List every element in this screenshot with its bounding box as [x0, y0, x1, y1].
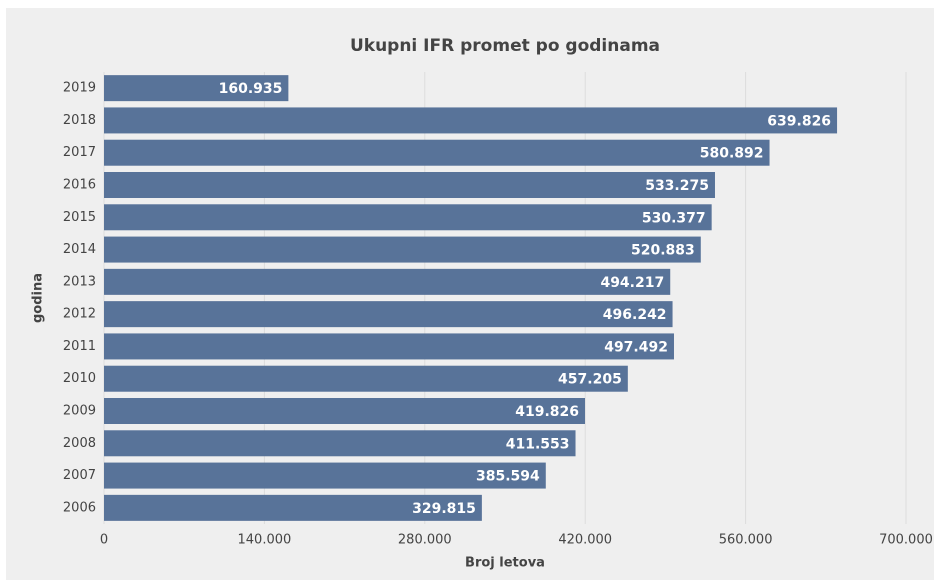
- data-label: 497.492: [604, 339, 668, 355]
- data-label: 160.935: [219, 81, 283, 97]
- x-tick-label: 700.000: [879, 533, 933, 548]
- y-axis-label: godina: [31, 273, 46, 323]
- y-tick-label: 2014: [63, 242, 96, 257]
- bar: [104, 430, 576, 457]
- y-tick-label: 2018: [63, 113, 96, 128]
- bar: [104, 139, 770, 166]
- bar: [104, 236, 701, 263]
- bar: [104, 301, 673, 328]
- x-tick-label: 140.000: [238, 533, 292, 548]
- y-tick-label: 2007: [63, 468, 96, 483]
- data-label: 580.892: [700, 146, 764, 162]
- y-tick-label: 2016: [63, 178, 96, 193]
- data-label: 419.826: [515, 404, 579, 420]
- bar: [104, 365, 628, 392]
- chart-title: Ukupni IFR promet po godinama: [350, 36, 660, 56]
- data-label: 530.377: [642, 210, 706, 226]
- data-label: 520.883: [631, 243, 695, 259]
- y-tick-label: 2017: [63, 145, 96, 160]
- x-tick-label: 420.000: [558, 533, 612, 548]
- x-tick-label: 560.000: [719, 533, 773, 548]
- bar: [104, 494, 482, 521]
- bar: [104, 398, 586, 424]
- x-axis-label: Broj letova: [465, 556, 545, 571]
- bar: [104, 333, 674, 360]
- bar: [104, 204, 712, 231]
- bar: [104, 268, 671, 295]
- y-tick-label: 2019: [63, 81, 96, 96]
- data-label: 496.242: [603, 307, 667, 323]
- y-tick-label: 2015: [63, 210, 96, 225]
- y-tick-label: 2012: [63, 307, 96, 322]
- y-tick-label: 2006: [63, 500, 96, 515]
- bar: [104, 462, 546, 489]
- bar: [104, 172, 715, 198]
- data-label: 494.217: [600, 275, 664, 291]
- y-tick-label: 2010: [63, 371, 96, 386]
- y-tick-label: 2009: [63, 404, 96, 419]
- data-label: 533.275: [645, 178, 709, 194]
- bar: [104, 75, 289, 102]
- data-label: 457.205: [558, 372, 622, 388]
- data-label: 385.594: [476, 469, 540, 485]
- data-label: 329.815: [412, 501, 476, 517]
- y-tick-label: 2008: [63, 436, 96, 451]
- bar: [104, 107, 838, 134]
- data-label: 639.826: [767, 113, 831, 129]
- data-label: 411.553: [506, 436, 570, 452]
- x-tick-label: 280.000: [398, 533, 452, 548]
- y-tick-label: 2011: [63, 339, 96, 354]
- y-tick-label: 2013: [63, 274, 96, 289]
- x-tick-label: 0: [100, 533, 108, 548]
